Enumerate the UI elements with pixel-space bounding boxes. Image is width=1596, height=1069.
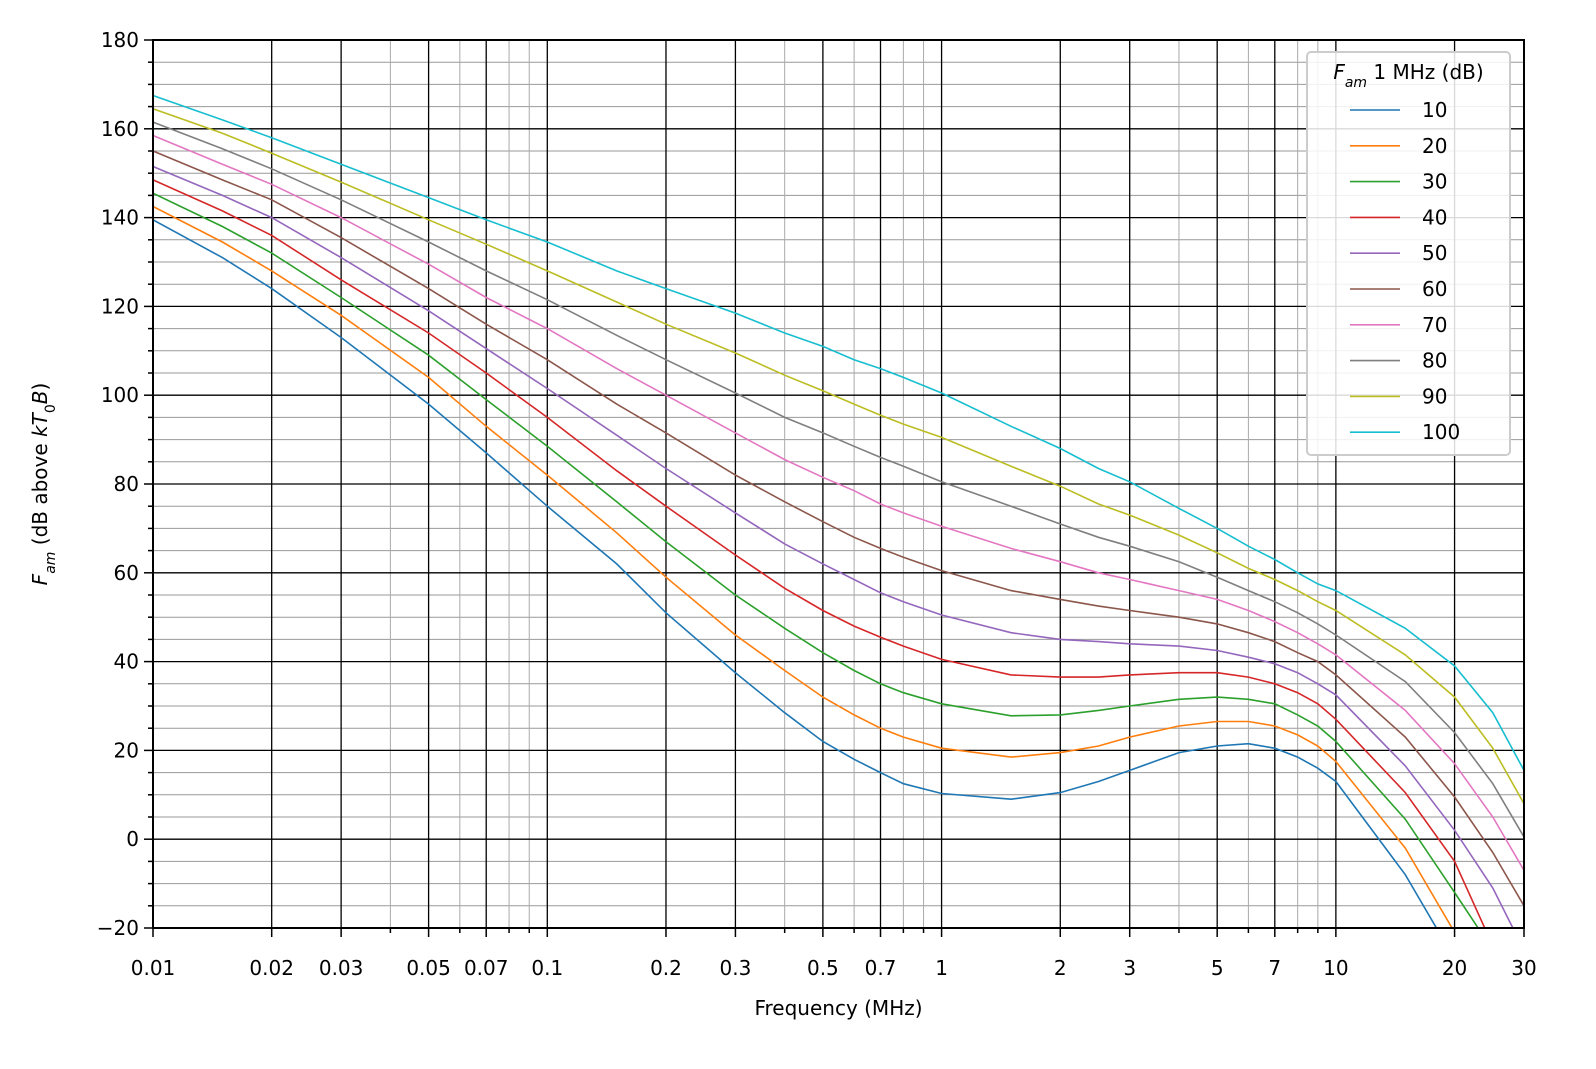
x-tick-label: 0.2	[650, 956, 682, 980]
x-tick-label: 10	[1323, 956, 1348, 980]
legend-label: 50	[1422, 241, 1447, 265]
legend-label: 100	[1422, 420, 1460, 444]
plot-frame	[152, 39, 1525, 929]
legend-box	[1306, 51, 1511, 456]
legend-label: 80	[1422, 349, 1447, 373]
text-part: F	[1333, 60, 1345, 84]
y-tick-label: 60	[114, 561, 139, 585]
x-tick-label: 0.07	[464, 956, 509, 980]
text-part: (dB above	[28, 437, 52, 552]
x-tick-label: 0.01	[131, 956, 176, 980]
x-tick-label: 0.5	[807, 956, 839, 980]
series-line	[153, 165, 1514, 928]
series-line	[153, 205, 1453, 928]
y-tick-label: 140	[101, 206, 139, 230]
y-tick-label: 0	[126, 827, 139, 851]
x-tick-label: 2	[1054, 956, 1067, 980]
x-tick-label: 3	[1123, 956, 1136, 980]
text-part: am	[1345, 75, 1367, 91]
x-tick-label: 5	[1211, 956, 1224, 980]
text-part: )	[28, 383, 52, 391]
text-part: B	[28, 390, 52, 404]
y-tick-label: 100	[101, 383, 139, 407]
legend-label: 70	[1422, 313, 1447, 337]
text-part: 0	[43, 404, 59, 413]
legend-label: 20	[1422, 134, 1447, 158]
series-line	[153, 219, 1438, 928]
plot-lines	[153, 94, 1524, 928]
x-tick-label: 20	[1442, 956, 1467, 980]
series-line	[153, 134, 1524, 871]
y-tick-label: 80	[114, 472, 139, 496]
x-tick-label: 0.1	[531, 956, 563, 980]
y-axis-label: Fam (dB above kT0B)	[28, 383, 59, 586]
text-part: kT	[28, 411, 52, 437]
legend-label: 90	[1422, 384, 1447, 408]
series-line	[153, 121, 1524, 838]
text-part: F	[28, 573, 52, 585]
legend-label: 60	[1422, 277, 1447, 301]
series-line	[153, 192, 1480, 928]
x-tick-label: 7	[1268, 956, 1281, 980]
x-tick-label: 0.3	[720, 956, 752, 980]
y-tick-label: 160	[101, 117, 139, 141]
legend-label: 10	[1422, 98, 1447, 122]
y-tick-label: 180	[101, 28, 139, 52]
x-tick-label: 0.02	[249, 956, 294, 980]
y-tick-label: 120	[101, 294, 139, 318]
x-axis-label: Frequency (MHz)	[754, 996, 922, 1020]
series-line	[153, 94, 1524, 771]
text-part: am	[43, 552, 59, 574]
x-tick-label: 1	[935, 956, 948, 980]
y-tick-label: 20	[114, 738, 139, 762]
legend-label: 40	[1422, 205, 1447, 229]
y-tick-label: 40	[114, 650, 139, 674]
x-tick-label: 0.7	[865, 956, 897, 980]
series-line	[153, 179, 1486, 928]
y-tick-label: −20	[97, 916, 139, 940]
x-tick-label: 0.05	[406, 956, 451, 980]
text-part: 1 MHz (dB)	[1367, 60, 1484, 84]
x-tick-label: 0.03	[319, 956, 364, 980]
legend-title: Fam 1 MHz (dB)	[1333, 60, 1483, 91]
legend-label: 30	[1422, 170, 1447, 194]
x-tick-label: 30	[1511, 956, 1536, 980]
series-line	[153, 150, 1524, 907]
series-line	[153, 108, 1524, 805]
